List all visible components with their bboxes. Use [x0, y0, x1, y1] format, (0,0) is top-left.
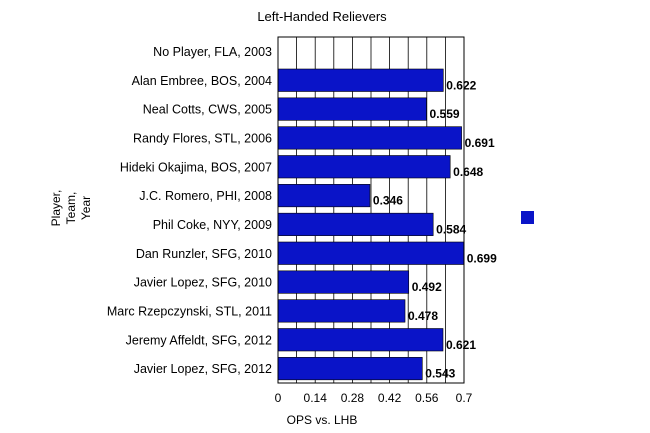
y-axis-label: Player, Team, Year [49, 190, 93, 227]
bar [277, 97, 427, 121]
bar [277, 270, 410, 294]
category-labels: No Player, FLA, 2003 Alan Embree, BOS, 20… [107, 45, 272, 376]
y-axis-label-line: Player, [49, 190, 63, 227]
legend-swatch [521, 211, 534, 224]
plot-area [277, 36, 465, 384]
category-label: Alan Embree, BOS, 2004 [132, 74, 272, 88]
bar [277, 212, 434, 236]
x-tick-label: 0.28 [341, 391, 365, 405]
chart-title: Left-Handed Relievers [257, 9, 387, 24]
y-axis-label-line: Team, [64, 192, 78, 225]
category-label: Randy Flores, STL, 2006 [133, 131, 272, 145]
bar [277, 328, 444, 352]
data-label: 0.478 [408, 309, 438, 323]
data-label: 0.584 [436, 222, 466, 236]
data-label: 0.559 [430, 107, 460, 121]
data-label: 0.621 [446, 338, 476, 352]
data-label: 0.543 [425, 367, 455, 381]
y-axis-label-line: Year [79, 196, 93, 220]
gridlines [296, 37, 446, 383]
category-label: Neal Cotts, CWS, 2005 [143, 103, 272, 117]
category-label: Phil Coke, NYY, 2009 [153, 218, 272, 232]
bar [277, 357, 423, 381]
x-tick-label: 0 [275, 391, 282, 405]
category-label: Javier Lopez, SFG, 2010 [134, 276, 272, 290]
x-tick-label: 0.14 [304, 391, 328, 405]
bar [277, 155, 451, 179]
data-label: 0.648 [453, 165, 483, 179]
x-tick-label: 0.42 [378, 391, 402, 405]
bar [277, 299, 406, 323]
bar [277, 241, 465, 265]
x-tick-label: 0.7 [456, 391, 473, 405]
x-tick-labels: 0 0.14 0.28 0.42 0.56 0.7 [275, 391, 473, 405]
data-label: 0.691 [465, 136, 495, 150]
bar [277, 126, 462, 150]
category-label: No Player, FLA, 2003 [153, 45, 272, 59]
category-label: Dan Runzler, SFG, 2010 [136, 247, 272, 261]
data-label: 0.346 [373, 194, 403, 208]
category-label: Hideki Okajima, BOS, 2007 [120, 160, 272, 174]
x-tick-label: 0.56 [415, 391, 439, 405]
category-label: Marc Rzepczynski, STL, 2011 [107, 304, 272, 318]
bar [277, 68, 444, 92]
x-axis-label: OPS vs. LHB [287, 413, 358, 427]
category-label: Jeremy Affeldt, SFG, 2012 [126, 333, 272, 347]
data-label: 0.699 [467, 251, 497, 265]
category-label: J.C. Romero, PHI, 2008 [139, 189, 272, 203]
data-label: 0.622 [446, 78, 476, 92]
category-label: Javier Lopez, SFG, 2012 [134, 362, 272, 376]
bar [277, 184, 371, 208]
data-label: 0.492 [412, 280, 442, 294]
data-labels: 0.622 0.559 0.691 0.648 0.346 0.584 0.699 0.492… [373, 78, 497, 380]
